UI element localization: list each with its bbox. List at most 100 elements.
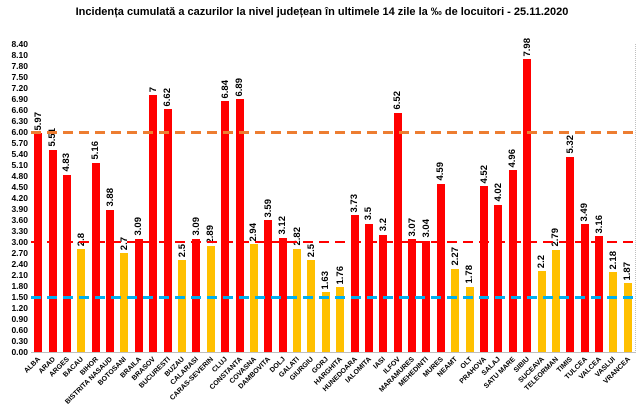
bar-prahova — [480, 186, 488, 352]
y-axis-tick-label: 5.70 — [11, 138, 28, 148]
bar-value-label: 1.87 — [622, 261, 634, 281]
bar-dambovita — [264, 220, 273, 352]
bar-value-label: 1.76 — [334, 265, 346, 285]
bar-mures — [436, 183, 445, 352]
y-axis-tick-label: 1.50 — [11, 292, 28, 302]
bar-bistrita-nasaud — [106, 209, 115, 352]
bar-value-label: 5.32 — [564, 135, 576, 154]
bar-calarasi — [192, 238, 201, 352]
y-axis-tick-label: 0.00 — [11, 347, 28, 357]
bar-tulcea — [580, 224, 589, 352]
bar-dolj — [278, 237, 287, 352]
y-axis-tick-label: 0.60 — [11, 325, 28, 335]
bar-teleorman — [551, 249, 560, 352]
bar-value-label: 1.63 — [320, 270, 332, 290]
bar-value-label: 3.16 — [593, 214, 605, 234]
bar-value-label: 3.73 — [349, 193, 361, 213]
bar-value-label: 3.04 — [420, 219, 432, 238]
bar-value-label: 3.09 — [190, 217, 202, 236]
bar-bihor — [91, 162, 100, 352]
y-axis-tick-label: 8.10 — [11, 50, 28, 60]
bar-value-label: 3.2 — [377, 218, 389, 232]
bar-olt — [465, 286, 474, 352]
y-axis-tick-label: 1.20 — [11, 303, 28, 313]
y-axis-tick-label: 3.00 — [11, 237, 28, 247]
bar-caras-severin — [206, 246, 215, 352]
bar-harghita — [336, 287, 345, 352]
bar-value-label: 2.18 — [607, 250, 619, 270]
y-axis-tick-label: 6.60 — [11, 105, 28, 115]
y-axis-tick-label: 6.30 — [11, 116, 28, 126]
bar-value-label: 2.94 — [248, 222, 260, 242]
bar-value-label: 6.62 — [162, 87, 174, 107]
y-axis-tick-label: 3.60 — [11, 215, 28, 225]
bar-suceava — [537, 271, 546, 352]
bar-satu-mare — [508, 170, 517, 352]
bar-value-label: 3.49 — [579, 202, 591, 222]
bar-ilfov — [393, 112, 402, 352]
bar-ialomita — [364, 223, 373, 352]
y-axis-tick-label: 2.70 — [11, 248, 28, 258]
bar-value-label: 2.7 — [118, 236, 130, 250]
bar-valcea — [595, 236, 604, 352]
bar-value-label: 3.09 — [133, 217, 145, 236]
bar-value-label: 1.78 — [464, 265, 476, 284]
bar-bacau — [77, 249, 86, 352]
y-axis-tick-label: 5.10 — [11, 160, 28, 170]
y-axis-tick-label: 6.00 — [11, 127, 28, 137]
bar-cluj — [221, 101, 230, 352]
y-axis-tick-label: 4.50 — [11, 182, 28, 192]
y-axis-tick-label: 7.80 — [11, 61, 28, 71]
bar-sibiu — [523, 59, 532, 352]
bar-value-label: 6.84 — [219, 79, 231, 99]
bar-value-label: 3.07 — [406, 217, 418, 237]
bar-brasov — [149, 95, 158, 352]
y-axis-tick-label: 0.30 — [11, 336, 28, 346]
chart-title: Incidența cumulată a cazurilor la nivel … — [75, 6, 569, 18]
bar-value-label: 3.59 — [262, 198, 274, 218]
y-axis-tick-label: 8.40 — [11, 39, 28, 49]
y-axis-tick-label: 4.20 — [11, 193, 28, 203]
bar-constanta — [235, 99, 244, 352]
bar-vaslui — [609, 272, 618, 352]
y-axis-tick-label: 2.40 — [11, 259, 28, 269]
bar-value-label: 5.97 — [32, 111, 44, 131]
bar-gorj — [321, 292, 330, 352]
bar-salaj — [494, 204, 503, 352]
y-axis-tick-label: 7.50 — [11, 72, 28, 82]
bar-arad — [48, 149, 57, 352]
bar-timis — [566, 156, 575, 352]
bar-value-label: 2.5 — [176, 244, 188, 258]
bar-value-label: 2.8 — [75, 233, 87, 247]
bar-giurgiu — [307, 260, 316, 352]
bar-bucuresti — [163, 109, 172, 352]
y-axis-tick-label: 4.80 — [11, 171, 28, 181]
bar-iasi — [379, 234, 388, 352]
bar-value-label: 4.59 — [435, 162, 447, 181]
bar-value-label: 4.52 — [478, 164, 490, 184]
bar-vrancea — [623, 283, 632, 352]
bar-value-label: 6.89 — [234, 77, 246, 97]
bar-neamt — [451, 268, 460, 352]
reference-line-6 — [31, 130, 635, 134]
y-axis-tick-label: 5.40 — [11, 149, 28, 159]
bar-value-label: 5.16 — [90, 141, 102, 160]
bar-value-label: 7.98 — [521, 37, 533, 57]
bar-value-label: 7 — [147, 87, 159, 93]
bar-value-label: 3.88 — [104, 188, 116, 207]
y-axis-tick-label: 1.80 — [11, 281, 28, 291]
bar-galati — [293, 248, 302, 352]
y-axis-tick-label: 2.10 — [11, 270, 28, 280]
y-axis-tick-label: 7.20 — [11, 83, 28, 93]
bar-value-label: 4.96 — [507, 148, 519, 168]
y-axis-tick-label: 6.90 — [11, 94, 28, 104]
bar-value-label: 2.27 — [449, 247, 461, 266]
reference-line-1-5 — [31, 295, 635, 299]
bar-value-label: 3.12 — [277, 216, 289, 235]
bar-value-label: 4.02 — [492, 183, 504, 202]
reference-line-3 — [31, 240, 635, 244]
bar-value-label: 2.5 — [305, 244, 317, 258]
bar-braila — [134, 238, 143, 352]
bar-value-label: 2.79 — [550, 228, 562, 247]
bar-buzau — [178, 260, 186, 352]
